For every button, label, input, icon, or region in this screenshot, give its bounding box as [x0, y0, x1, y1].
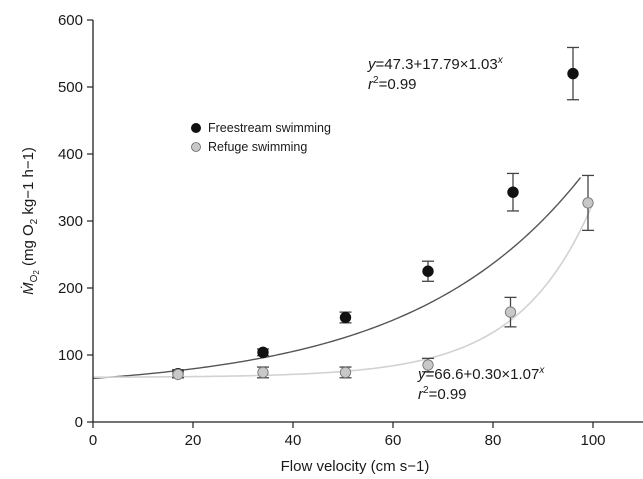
freestream-fit-equation: y=47.3+17.79×1.03x	[367, 55, 504, 73]
x-tick-label: 20	[185, 432, 202, 449]
y-ticks: 0 100 200 300 400 500 600	[58, 12, 93, 431]
x-tick-label: 0	[89, 432, 97, 449]
refuge-fit-curve	[92, 202, 594, 378]
refuge-data-point	[339, 366, 352, 379]
legend: Freestream swimming Refuge swimming	[191, 121, 331, 154]
refuge-data-point	[172, 368, 184, 381]
x-axis-title: Flow velocity (cm s−1)	[281, 458, 430, 475]
refuge-data-point	[504, 306, 517, 318]
legend-marker-freestream	[191, 123, 201, 133]
y-tick-label: 0	[75, 414, 83, 431]
legend-marker-refuge	[191, 142, 201, 152]
refuge-data-point	[257, 366, 269, 379]
y-axis-title: ṀO2 (mg O2 kg−1 h−1)	[20, 147, 41, 295]
x-tick-label: 60	[385, 432, 402, 449]
y-tick-label: 500	[58, 79, 83, 96]
x-tick-label: 80	[485, 432, 502, 449]
refuge-fit-equation: y=66.6+0.30×1.07x	[417, 365, 545, 383]
x-ticks: 0 20 40 60 80 100	[89, 422, 606, 449]
y-tick-label: 400	[58, 146, 83, 163]
freestream-r2: r2=0.99	[368, 75, 417, 93]
x-tick-label: 40	[285, 432, 302, 449]
legend-label-freestream: Freestream swimming	[208, 121, 331, 135]
data-markers	[172, 67, 594, 381]
y-tick-label: 200	[58, 280, 83, 297]
refuge-fit-annotation: y=66.6+0.30×1.07x r2=0.99	[417, 365, 545, 403]
freestream-data-point	[339, 311, 352, 324]
fit-curves	[92, 177, 594, 380]
freestream-data-point	[257, 346, 269, 359]
legend-label-refuge: Refuge swimming	[208, 140, 307, 154]
refuge-data-point	[422, 359, 434, 371]
freestream-data-point	[567, 67, 579, 80]
y-tick-label: 100	[58, 347, 83, 364]
freestream-data-point	[422, 265, 434, 277]
y-tick-label: 600	[58, 12, 83, 29]
error-bars	[172, 46, 594, 379]
freestream-data-point	[507, 186, 519, 198]
y-tick-label: 300	[58, 213, 83, 230]
refuge-data-point	[582, 197, 594, 209]
freestream-fit-annotation: y=47.3+17.79×1.03x r2=0.99	[367, 55, 504, 93]
x-tick-label: 100	[580, 432, 605, 449]
freestream-fit-curve	[92, 177, 582, 380]
refuge-r2: r2=0.99	[418, 385, 467, 403]
